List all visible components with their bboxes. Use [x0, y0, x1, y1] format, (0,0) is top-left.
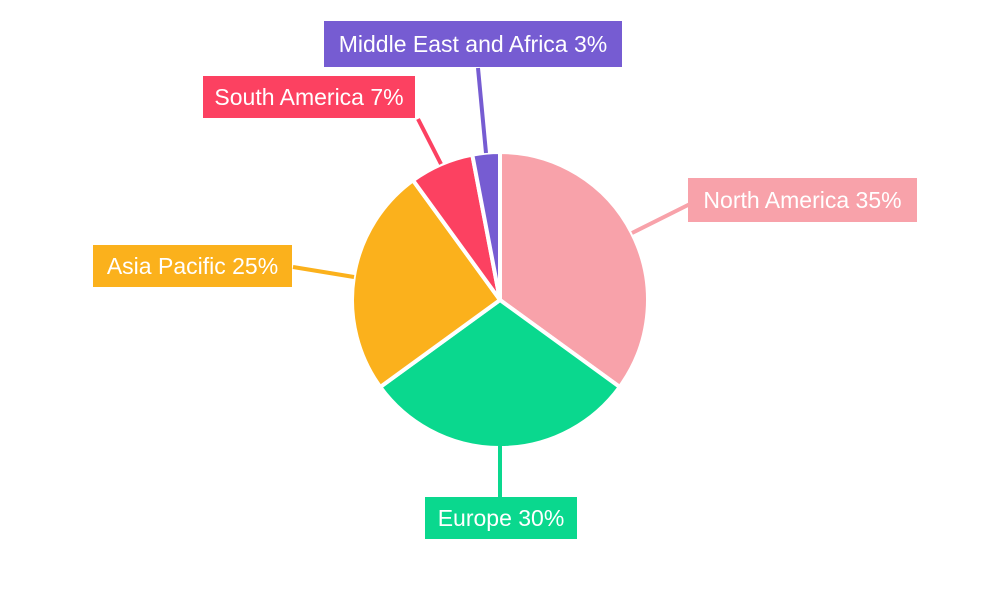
- pie-slice-north-america[interactable]: [498, 150, 650, 389]
- leader-line-middle-east-and-africa: [476, 67, 488, 154]
- leader-line-south-america: [416, 118, 443, 165]
- leader-line-north-america: [631, 202, 691, 235]
- slice-label-north-america: North America 35%: [688, 178, 917, 222]
- slice-label-south-america: South America 7%: [203, 76, 415, 118]
- slice-label-europe: Europe 30%: [425, 497, 577, 539]
- leader-line-asia-pacific: [292, 265, 355, 279]
- slice-label-middle-east-and-africa: Middle East and Africa 3%: [324, 21, 622, 67]
- slice-label-asia-pacific: Asia Pacific 25%: [93, 245, 292, 287]
